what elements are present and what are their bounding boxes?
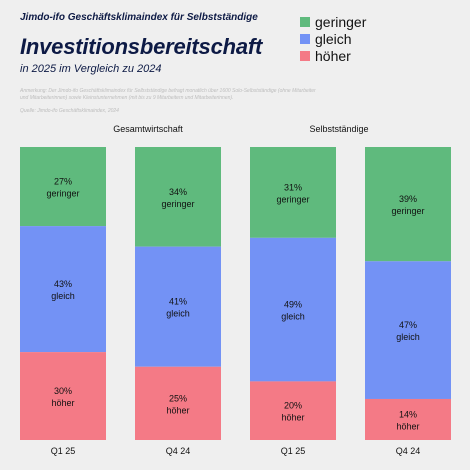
- data-label-value: 49%: [284, 300, 302, 310]
- legend-item-hoeher: höher: [300, 47, 366, 64]
- x-tick-label: Q1 25: [51, 446, 76, 456]
- data-label-value: 47%: [399, 320, 417, 330]
- data-label-series: höher: [281, 413, 304, 423]
- chart-subtitle: in 2025 im Vergleich zu 2024: [20, 63, 162, 75]
- data-label-series: höher: [166, 405, 189, 415]
- data-label-value: 27%: [54, 177, 72, 187]
- bar-segment-geringer-g1-b1: [365, 147, 451, 262]
- data-label-series: geringer: [276, 194, 309, 204]
- chart-note: Anmerkung: Der Jimdo-ifo Geschäftsklimai…: [20, 88, 316, 101]
- data-label-value: 34%: [169, 187, 187, 197]
- data-label-series: geringer: [391, 206, 424, 216]
- bar-segment-gleich-g1-b0: [250, 237, 336, 382]
- legend-item-geringer: geringer: [300, 13, 366, 30]
- x-tick-label: Q4 24: [396, 446, 421, 456]
- data-label-series: geringer: [46, 189, 79, 199]
- data-label-series: gleich: [396, 332, 420, 342]
- chart-title: Investitionsbereitschaft: [20, 34, 263, 59]
- legend-label-gleich: gleich: [315, 30, 352, 47]
- data-label-series: höher: [51, 398, 74, 408]
- data-label-value: 43%: [54, 279, 72, 289]
- legend-swatch-hoeher: [300, 50, 310, 61]
- group-label-gesamtwirtschaft: Gesamtwirtschaft: [113, 124, 183, 134]
- data-label-value: 30%: [54, 386, 72, 396]
- data-label-series: gleich: [51, 291, 75, 301]
- bar-segment-geringer-g0-b1: [135, 147, 221, 247]
- bar-segment-gleich-g0-b1: [135, 246, 221, 367]
- bar-segment-hoeher-g0-b1: [135, 366, 221, 440]
- data-label-series: höher: [396, 421, 419, 431]
- bar-segment-hoeher-g1-b1: [365, 398, 451, 440]
- legend-swatch-geringer: [300, 16, 310, 27]
- bar-segment-hoeher-g0-b0: [20, 352, 106, 440]
- data-label-series: gleich: [281, 312, 305, 322]
- data-label-series: gleich: [166, 309, 190, 319]
- legend-label-hoeher: höher: [315, 47, 351, 64]
- data-label-value: 14%: [399, 409, 417, 419]
- data-label-series: geringer: [161, 199, 194, 209]
- bar-segment-gleich-g1-b1: [365, 261, 451, 399]
- bar-segment-hoeher-g1-b0: [250, 381, 336, 440]
- data-label-value: 20%: [284, 401, 302, 411]
- legend: geringer gleich höher: [300, 13, 366, 64]
- legend-label-geringer: geringer: [315, 13, 367, 30]
- data-label-value: 25%: [169, 393, 187, 403]
- x-tick-label: Q4 24: [166, 446, 191, 456]
- legend-swatch-gleich: [300, 33, 310, 44]
- chart-kicker: Jimdo-ifo Geschäftsklimaindex für Selbst…: [20, 12, 258, 23]
- legend-item-gleich: gleich: [300, 30, 366, 47]
- bar-segment-gleich-g0-b0: [20, 226, 106, 353]
- bar-segment-geringer-g0-b0: [20, 147, 106, 227]
- chart-source: Quelle: Jimdo-ifo Geschäftsklimaindex, 2…: [20, 108, 119, 114]
- bar-segment-geringer-g1-b0: [250, 147, 336, 238]
- x-tick-label: Q1 25: [281, 446, 306, 456]
- data-label-value: 41%: [169, 297, 187, 307]
- group-label-selbststaendige: Selbstständige: [309, 124, 369, 134]
- data-label-value: 39%: [399, 194, 417, 204]
- data-label-value: 31%: [284, 182, 302, 192]
